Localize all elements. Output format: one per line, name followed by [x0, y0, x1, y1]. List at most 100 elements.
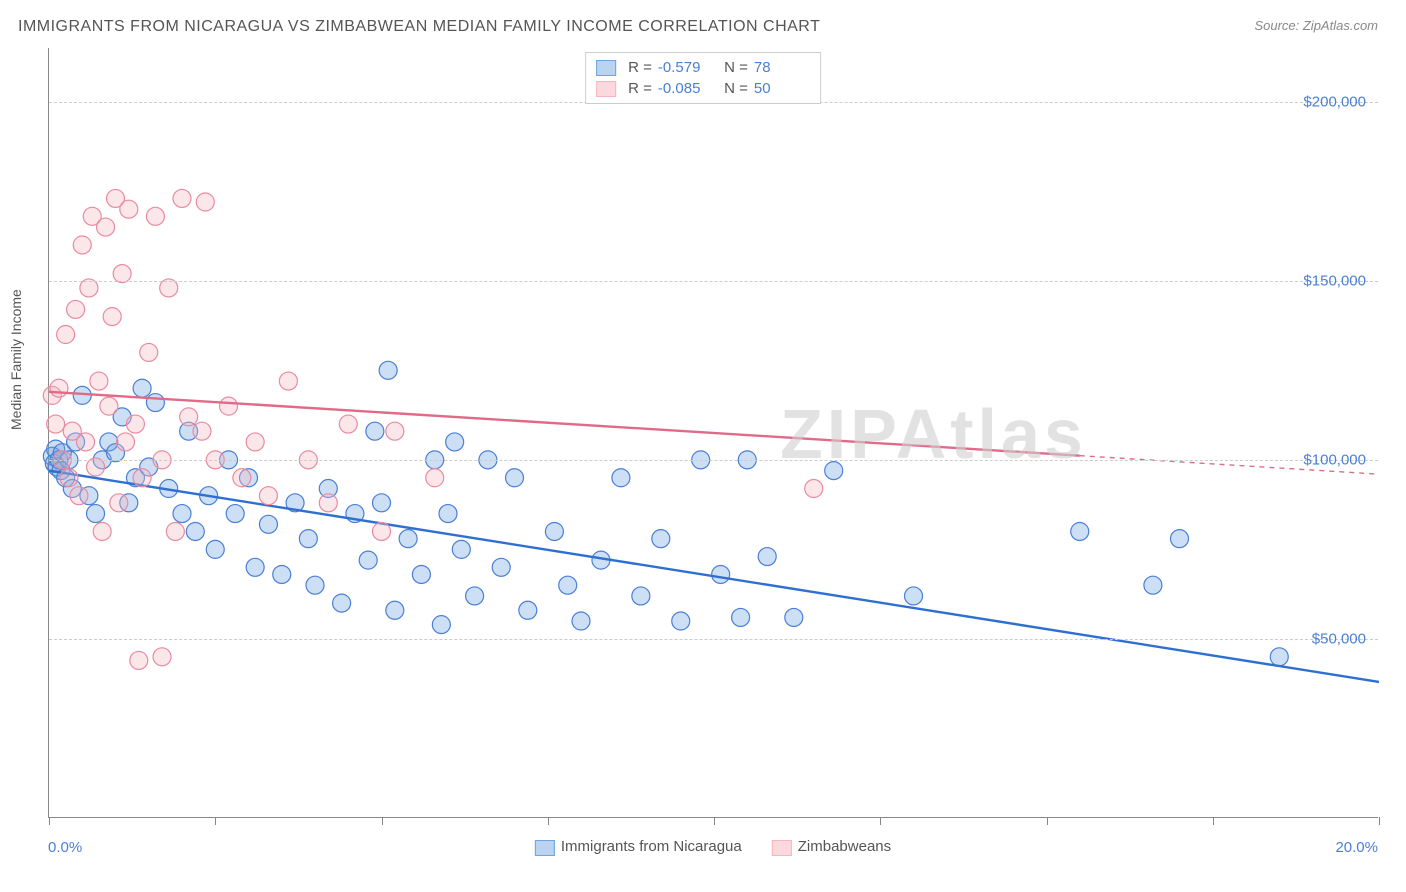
data-point [905, 587, 923, 605]
data-point [439, 505, 457, 523]
data-point [110, 494, 128, 512]
data-point [399, 530, 417, 548]
data-point [226, 505, 244, 523]
data-point [432, 616, 450, 634]
y-tick-label: $200,000 [1303, 93, 1366, 110]
data-point [193, 422, 211, 440]
stat-value-n: 50 [754, 80, 810, 97]
x-tick [548, 817, 549, 825]
data-point [166, 522, 184, 540]
data-point [126, 415, 144, 433]
data-point [519, 601, 537, 619]
data-point [466, 587, 484, 605]
data-point [246, 558, 264, 576]
data-point [180, 408, 198, 426]
data-point [47, 415, 65, 433]
data-point [116, 433, 134, 451]
x-tick [382, 817, 383, 825]
data-point [785, 608, 803, 626]
data-point [100, 397, 118, 415]
stat-label-n: N = [720, 80, 748, 97]
data-point [572, 612, 590, 630]
x-min-label: 0.0% [48, 839, 82, 856]
scatter-plot-svg [49, 48, 1378, 817]
x-tick [714, 817, 715, 825]
x-tick [1047, 817, 1048, 825]
data-point [359, 551, 377, 569]
data-point [146, 394, 164, 412]
x-tick [880, 817, 881, 825]
x-max-label: 20.0% [1335, 839, 1378, 856]
data-point [130, 651, 148, 669]
data-point [97, 218, 115, 236]
data-point [57, 326, 75, 344]
data-point [186, 522, 204, 540]
data-point [632, 587, 650, 605]
data-point [196, 193, 214, 211]
gridline [49, 460, 1378, 461]
legend-item: Zimbabweans [772, 838, 891, 855]
stat-value-n: 78 [754, 59, 810, 76]
data-point [233, 469, 251, 487]
data-point [758, 548, 776, 566]
x-tick [1213, 817, 1214, 825]
data-point [333, 594, 351, 612]
data-point [306, 576, 324, 594]
stats-row: R =-0.085 N =50 [596, 78, 810, 99]
data-point [825, 462, 843, 480]
data-point [67, 300, 85, 318]
legend-item: Immigrants from Nicaragua [535, 838, 742, 855]
data-point [545, 522, 563, 540]
gridline [49, 281, 1378, 282]
source-attribution: Source: ZipAtlas.com [1254, 18, 1378, 33]
x-tick [1379, 817, 1380, 825]
data-point [373, 494, 391, 512]
legend-label: Immigrants from Nicaragua [561, 838, 742, 855]
data-point [77, 433, 95, 451]
data-point [559, 576, 577, 594]
data-point [93, 522, 111, 540]
data-point [103, 308, 121, 326]
series-legend: Immigrants from Nicaragua Zimbabweans [535, 838, 891, 855]
stat-value-r: -0.579 [658, 59, 714, 76]
legend-swatch [596, 81, 616, 97]
y-tick-label: $150,000 [1303, 272, 1366, 289]
data-point [246, 433, 264, 451]
data-point [259, 515, 277, 533]
data-point [612, 469, 630, 487]
legend-swatch [596, 60, 616, 76]
data-point [259, 487, 277, 505]
data-point [50, 379, 68, 397]
data-point [1270, 648, 1288, 666]
x-tick [49, 817, 50, 825]
data-point [173, 505, 191, 523]
data-point [70, 487, 88, 505]
data-point [1171, 530, 1189, 548]
data-point [672, 612, 690, 630]
stat-label-n: N = [720, 59, 748, 76]
data-point [412, 565, 430, 583]
x-axis-row: 0.0% Immigrants from Nicaragua Zimbabwean… [48, 832, 1378, 862]
stat-label-r: R = [628, 80, 652, 97]
data-point [386, 601, 404, 619]
data-point [133, 379, 151, 397]
data-point [366, 422, 384, 440]
data-point [732, 608, 750, 626]
data-point [446, 433, 464, 451]
x-tick [215, 817, 216, 825]
gridline [49, 639, 1378, 640]
data-point [1144, 576, 1162, 594]
data-point [120, 200, 138, 218]
data-point [379, 361, 397, 379]
y-axis-label: Median Family Income [8, 289, 24, 430]
data-point [386, 422, 404, 440]
data-point [279, 372, 297, 390]
y-tick-label: $100,000 [1303, 451, 1366, 468]
y-tick-label: $50,000 [1312, 630, 1366, 647]
trend-line [49, 471, 1379, 682]
stats-row: R =-0.579 N =78 [596, 57, 810, 78]
data-point [133, 469, 151, 487]
data-point [273, 565, 291, 583]
data-point [299, 530, 317, 548]
plot-area: ZIPAtlas $50,000$100,000$150,000$200,000 [48, 48, 1378, 818]
